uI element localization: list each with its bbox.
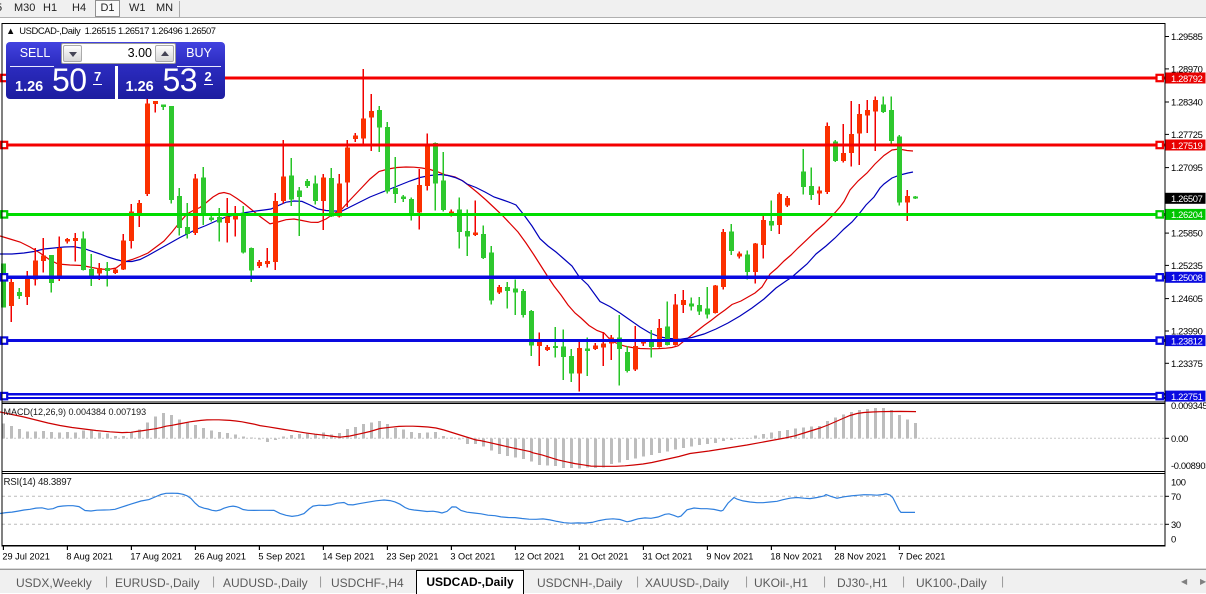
svg-text:8 Aug 2021: 8 Aug 2021: [66, 552, 113, 562]
svg-text:MACD(12,26,9) 0.004384 0.00719: MACD(12,26,9) 0.004384 0.007193: [4, 407, 147, 417]
svg-text:17 Aug 2021: 17 Aug 2021: [130, 552, 182, 562]
svg-text:1.26204: 1.26204: [1171, 209, 1203, 220]
svg-text:1.28970: 1.28970: [1171, 64, 1203, 75]
svg-text:23 Sep 2021: 23 Sep 2021: [386, 552, 438, 562]
svg-text:RSI(14) 48.3897: RSI(14) 48.3897: [4, 477, 72, 488]
svg-text:7 Dec 2021: 7 Dec 2021: [898, 552, 945, 562]
svg-text:9 Nov 2021: 9 Nov 2021: [706, 552, 753, 562]
svg-text:0: 0: [1171, 534, 1176, 545]
svg-text:1.25235: 1.25235: [1171, 260, 1203, 271]
svg-text:1.24605: 1.24605: [1171, 293, 1203, 304]
svg-text:1.27725: 1.27725: [1171, 129, 1203, 140]
svg-text:1.28340: 1.28340: [1171, 97, 1203, 108]
svg-text:1.27519: 1.27519: [1171, 140, 1203, 151]
svg-text:1.22751: 1.22751: [1171, 391, 1203, 402]
svg-text:1.23812: 1.23812: [1171, 335, 1203, 346]
svg-text:-0.008903: -0.008903: [1171, 460, 1206, 471]
svg-text:21 Oct 2021: 21 Oct 2021: [578, 552, 628, 562]
svg-text:1.23990: 1.23990: [1171, 326, 1203, 337]
svg-text:70: 70: [1171, 491, 1181, 502]
svg-text:26 Aug 2021: 26 Aug 2021: [194, 552, 246, 562]
svg-text:3 Oct 2021: 3 Oct 2021: [450, 552, 495, 562]
svg-text:12 Oct 2021: 12 Oct 2021: [514, 552, 564, 562]
svg-text:1.27095: 1.27095: [1171, 162, 1203, 173]
svg-text:0.009345: 0.009345: [1171, 400, 1206, 411]
svg-text:1.23375: 1.23375: [1171, 358, 1203, 369]
svg-text:28 Nov 2021: 28 Nov 2021: [834, 552, 886, 562]
svg-text:1.26507: 1.26507: [1171, 193, 1203, 204]
svg-text:1.28792: 1.28792: [1171, 73, 1203, 84]
svg-text:5 Sep 2021: 5 Sep 2021: [258, 552, 305, 562]
svg-text:1.25850: 1.25850: [1171, 228, 1203, 239]
svg-text:31 Oct 2021: 31 Oct 2021: [642, 552, 692, 562]
svg-text:18 Nov 2021: 18 Nov 2021: [770, 552, 822, 562]
svg-text:1.29585: 1.29585: [1171, 31, 1203, 42]
svg-text:30: 30: [1171, 519, 1181, 530]
svg-text:0.00: 0.00: [1171, 433, 1188, 444]
svg-text:1.25008: 1.25008: [1171, 272, 1203, 283]
svg-text:100: 100: [1171, 477, 1186, 488]
svg-text:29 Jul 2021: 29 Jul 2021: [2, 552, 50, 562]
svg-text:14 Sep 2021: 14 Sep 2021: [322, 552, 374, 562]
